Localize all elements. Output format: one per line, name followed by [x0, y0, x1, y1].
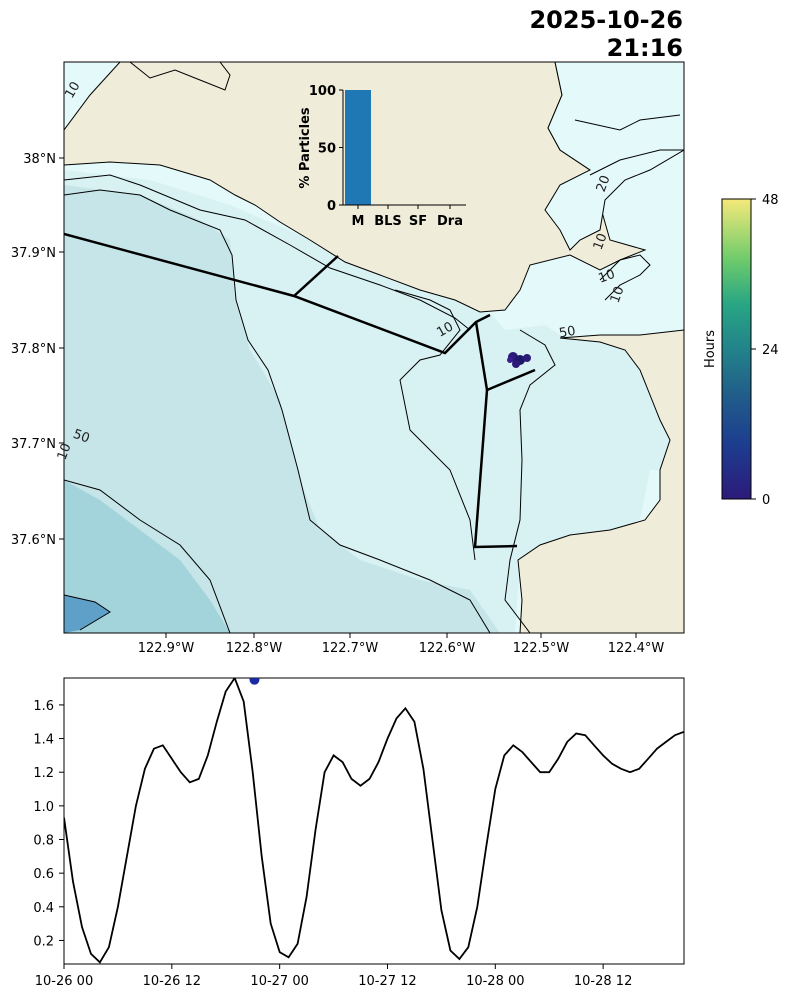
- lat-tick-label: 38°N: [23, 152, 56, 167]
- timeseries-y-tick-label: 1.6: [33, 699, 54, 714]
- colorbar-tick-label: 0: [762, 493, 770, 508]
- timeseries-x-ticks: 10-26 00 10-26 12 10-27 00 10-27 12 10-28 00…: [35, 964, 632, 989]
- latitude-ticks: 38°N 37.9°N 37.8°N 37.7°N 37.6°N: [11, 152, 64, 548]
- timeseries-panel: 0.2 0.4 0.6 0.8 1.0 1.2 1.4 1.6 10-26 00 10-26 1…: [33, 677, 685, 989]
- map-land-southeast: [517, 329, 684, 633]
- inset-bar: [345, 90, 371, 205]
- colorbar-tick-label: 48: [762, 193, 779, 208]
- inset-bar-chart: 0 50 100 M BLS SF Dra % Particles: [298, 84, 466, 229]
- timeseries-x-tick-label: 10-28 12: [574, 974, 632, 989]
- timestamp-title: 2025-10-26 21:16: [529, 6, 683, 62]
- region-boundaries: [64, 232, 536, 549]
- map-land-northwest: [129, 62, 231, 91]
- timeseries-x-tick-label: 10-28 00: [466, 974, 524, 989]
- inset-y-tick-label: 50: [318, 142, 336, 157]
- contour-label: 10: [591, 231, 611, 252]
- timeseries-y-tick-label: 1.0: [33, 800, 54, 815]
- colorbar-ticks: 0 24 48: [751, 193, 779, 508]
- inset-y-tick-label: 0: [327, 199, 336, 214]
- map-deeper-area: [64, 480, 230, 633]
- timeseries-x-tick-label: 10-27 00: [250, 974, 308, 989]
- lat-tick-label: 37.8°N: [11, 342, 56, 357]
- contour-label: 50: [71, 427, 92, 447]
- inset-y-tick-label: 100: [309, 84, 336, 99]
- timeseries-y-tick-label: 0.4: [33, 901, 54, 916]
- inset-x-ticks: M BLS SF Dra: [352, 205, 463, 229]
- inset-category-label: M: [352, 214, 365, 229]
- timeseries-y-ticks: 0.2 0.4 0.6 0.8 1.0 1.2 1.4 1.6: [33, 699, 64, 949]
- colorbar-label: Hours: [703, 330, 718, 368]
- lon-tick-label: 122.8°W: [226, 641, 283, 656]
- lon-tick-label: 122.5°W: [513, 641, 570, 656]
- current-time-marker: [249, 678, 260, 685]
- longitude-ticks: 122.9°W 122.8°W 122.7°W 122.6°W 122.5°W 122.4…: [138, 633, 665, 656]
- timeseries-y-tick-label: 1.4: [33, 733, 54, 748]
- lon-tick-label: 122.9°W: [138, 641, 195, 656]
- inset-category-label: BLS: [374, 214, 402, 229]
- bathymetry-contours: [64, 114, 684, 633]
- timeseries-x-tick-label: 10-26 00: [35, 974, 93, 989]
- inset-y-ticks: 0 50 100: [309, 84, 343, 214]
- inset-bars: [345, 90, 371, 205]
- contour-label: 20: [594, 173, 614, 194]
- timeseries-frame: [63, 677, 685, 965]
- title-time: 21:16: [606, 34, 683, 62]
- timeseries-y-tick-label: 0.2: [33, 934, 54, 949]
- contour-label: 10: [596, 267, 617, 287]
- colorbar-gradient: [721, 198, 752, 500]
- timeseries-y-tick-label: 0.8: [33, 834, 54, 849]
- timeseries-x-tick-label: 10-27 12: [358, 974, 416, 989]
- contour-label: 10: [434, 319, 456, 340]
- colorbar-tick-label: 24: [762, 343, 779, 358]
- inset-category-label: SF: [409, 214, 427, 229]
- lon-tick-label: 122.6°W: [419, 641, 476, 656]
- colorbar: 0 24 48 Hours: [703, 193, 779, 508]
- title-date: 2025-10-26: [529, 6, 683, 34]
- lon-tick-label: 122.7°W: [322, 641, 379, 656]
- inset-y-axis-label: % Particles: [298, 107, 313, 189]
- timeseries-line: [64, 678, 684, 964]
- lat-tick-label: 37.7°N: [11, 437, 56, 452]
- particle-cluster: [507, 352, 531, 368]
- contour-label: 10: [62, 79, 83, 101]
- contour-label: 10: [608, 284, 628, 305]
- timeseries-x-tick-label: 10-26 12: [143, 974, 201, 989]
- contour-label: 10: [55, 441, 75, 462]
- contour-label: 50: [558, 324, 577, 342]
- lon-tick-label: 122.4°W: [608, 641, 665, 656]
- inset-category-label: Dra: [437, 214, 463, 229]
- lat-tick-label: 37.6°N: [11, 533, 56, 548]
- lat-tick-label: 37.9°N: [11, 246, 56, 261]
- timeseries-y-tick-label: 0.6: [33, 867, 54, 882]
- map-bay-water: [544, 62, 684, 251]
- timeseries-y-tick-label: 1.2: [33, 766, 54, 781]
